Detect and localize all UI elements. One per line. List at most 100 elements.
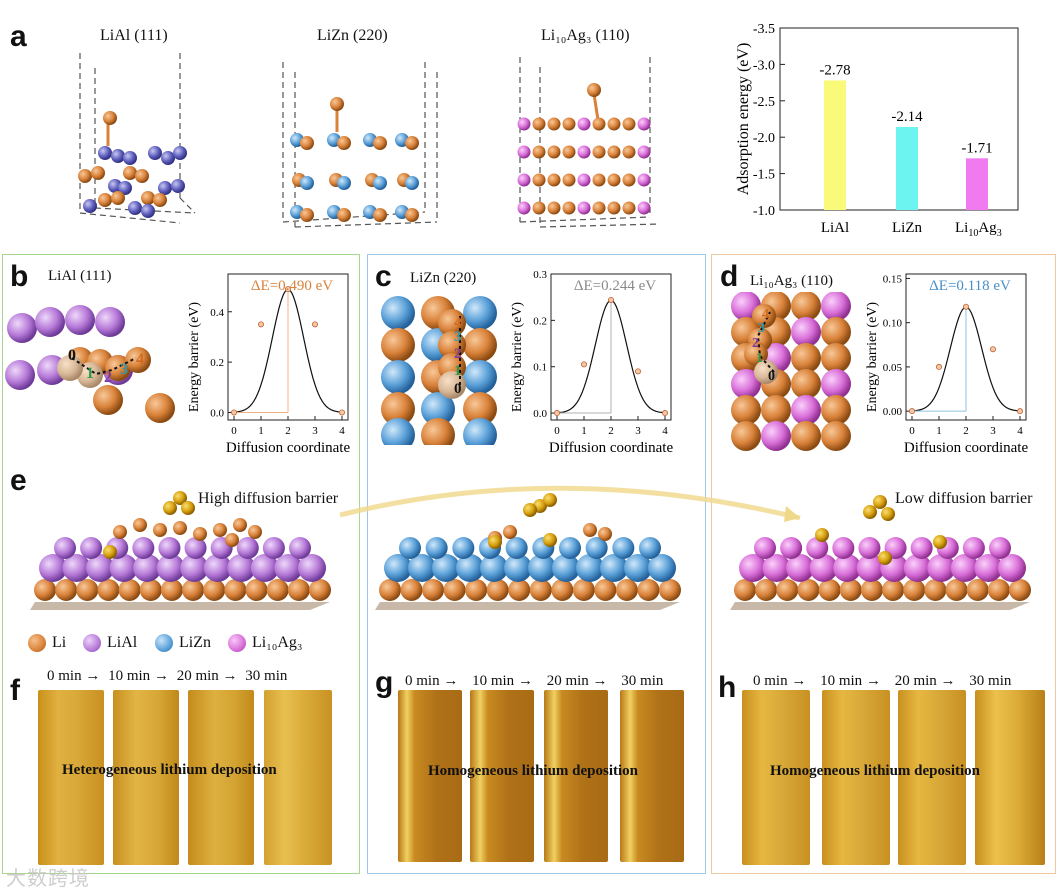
time-row-h: 0 min → 10 min → 20 min → 30 min <box>753 673 1012 689</box>
bottom-layer-atom <box>529 579 552 601</box>
top-layer-atom <box>86 554 115 582</box>
site-label: 1 <box>756 351 763 366</box>
high-diffusion-barrier-label: High diffusion barrier <box>198 490 339 507</box>
adatom <box>881 507 895 521</box>
y-tick-label: 0.2 <box>210 357 224 369</box>
panel-b-title: LiAl (111) <box>48 268 112 284</box>
x-tick-label: 2 <box>963 425 969 437</box>
bottom-layer-atom <box>818 579 841 601</box>
lattice-atom <box>128 201 142 215</box>
time-f-2: 20 min <box>176 668 219 684</box>
top-layer-atom <box>809 554 838 582</box>
site-label: 3 <box>758 321 765 336</box>
site-label: 1 <box>454 363 462 379</box>
top-layer-atom <box>754 537 776 559</box>
surface-atom <box>381 296 415 330</box>
legend-liag: Li₁₀Ag₃ <box>228 634 303 652</box>
bottom-layer-atom <box>422 579 445 601</box>
lattice-atom <box>123 166 137 180</box>
adatom <box>543 533 557 547</box>
watermark: 大数跨境 <box>6 866 90 890</box>
x-tick-label: 2 <box>285 425 291 437</box>
energy-point <box>258 321 265 328</box>
substrate <box>730 602 1030 610</box>
bottom-layer-atom <box>97 579 120 601</box>
time-f-3: 30 min <box>245 668 288 684</box>
time-f-0: 0 min <box>47 668 82 684</box>
x-tick-label: 4 <box>662 425 668 437</box>
y-tick-label: -3.0 <box>753 58 775 73</box>
surface-atom <box>821 317 851 347</box>
bar-value-label: -2.78 <box>819 62 850 78</box>
top-layer-atom <box>504 554 532 582</box>
deposited-li-atom <box>598 527 612 541</box>
surface-atom <box>791 421 821 451</box>
lattice-atom <box>532 201 546 215</box>
surface-atom <box>463 296 497 330</box>
y-tick-label: -3.5 <box>753 22 775 37</box>
top-layer-atom <box>384 554 412 582</box>
lattice-atom <box>337 136 351 150</box>
surface-atom <box>791 395 821 425</box>
top-layer-atom <box>425 537 448 559</box>
panel-c-title: LiZn (220) <box>410 270 477 286</box>
top-layer-atom <box>927 554 956 582</box>
site-label: 0 <box>68 347 76 364</box>
lattice-atom <box>562 117 576 131</box>
legend-li: Li <box>28 634 66 652</box>
lattice-atom <box>123 151 137 165</box>
top-layer-atom <box>262 537 285 559</box>
lattice-atom <box>562 201 576 215</box>
bottom-layer-atom <box>182 579 205 601</box>
surface-atom <box>791 292 821 321</box>
transition-arrow <box>339 485 801 521</box>
lattice-atom <box>300 208 314 222</box>
lattice-atom <box>532 145 546 159</box>
top-layer-atom <box>585 537 608 559</box>
energy-point <box>608 296 615 303</box>
bar-Li10Ag3 <box>966 158 988 210</box>
lattice-atom <box>577 173 591 187</box>
x-tick-label: 0 <box>231 425 237 437</box>
lattice-atom <box>622 145 636 159</box>
lattice-atom <box>577 117 591 131</box>
y-tick-label: -1.5 <box>753 168 775 183</box>
legend-li-label: Li <box>52 634 67 651</box>
y-tick-label: 0.15 <box>883 273 903 285</box>
top-layer-atom <box>227 554 256 582</box>
lattice-atom <box>637 173 651 187</box>
lattice-atom <box>373 176 387 190</box>
legend-lizn-dot <box>155 634 173 652</box>
bottom-layer-atom <box>76 579 99 601</box>
lattice-atom <box>547 201 561 215</box>
legend-lial: LiAl <box>83 634 137 652</box>
lattice-atom <box>78 169 92 183</box>
path-atom <box>125 347 151 373</box>
energy-barrier-chart-b: 0.0 0.2 0.4 0 1 2 3 4 Diffusion coordinate Energy… <box>187 273 350 456</box>
lattice-atom <box>547 145 561 159</box>
time-h-3: 30 min <box>969 673 1012 689</box>
site-label: 0 <box>454 381 462 397</box>
lattice-atom <box>517 173 531 187</box>
top-layer-atom <box>236 537 259 559</box>
panel-letter-a: a <box>10 20 27 53</box>
deposited-li-atom <box>583 523 597 537</box>
surface-atom <box>381 360 415 394</box>
top-layer-atom <box>408 554 436 582</box>
top-layer-atom <box>832 537 855 559</box>
energy-point <box>1016 408 1023 415</box>
time-g-1: 10 min <box>472 673 515 689</box>
x-tick-label: 2 <box>608 425 614 437</box>
image-g-0min <box>398 690 462 862</box>
adatom <box>181 501 195 515</box>
lattice-atom <box>592 145 606 159</box>
bottom-layer-atom <box>776 579 799 601</box>
panel-letter-d: d <box>720 260 739 293</box>
bottom-layer-atom <box>659 579 681 601</box>
top-layer-atom <box>274 554 303 582</box>
energy-point <box>311 321 318 328</box>
bottom-layer-atom <box>615 579 638 601</box>
adatom <box>173 491 187 505</box>
bar-LiZn <box>896 127 918 210</box>
lattice-atom <box>148 146 162 160</box>
